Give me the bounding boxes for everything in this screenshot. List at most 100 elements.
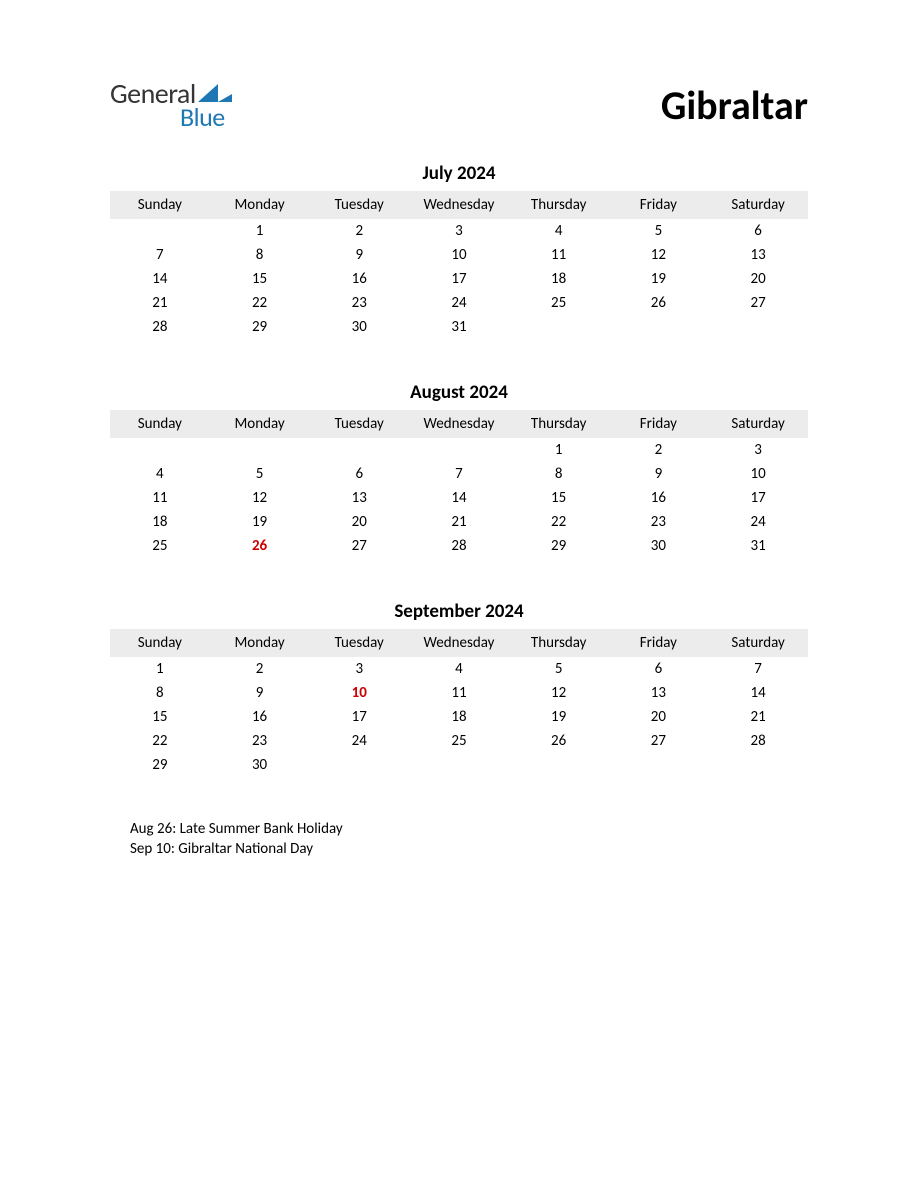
month-block: July 2024SundayMondayTuesdayWednesdayThu… <box>110 162 808 339</box>
calendar-cell: 18 <box>110 510 210 534</box>
calendar-cell: 16 <box>309 267 409 291</box>
calendar-cell: 4 <box>509 219 609 243</box>
calendar-cell: 30 <box>309 315 409 339</box>
calendar-cell: 12 <box>509 681 609 705</box>
calendar-cell: 13 <box>309 486 409 510</box>
calendar-cell: 20 <box>708 267 808 291</box>
calendar-cell: 2 <box>210 657 310 681</box>
calendar-cell: 25 <box>110 534 210 558</box>
calendar-cell: 14 <box>110 267 210 291</box>
calendar-cell: 14 <box>409 486 509 510</box>
calendar-cell: 17 <box>309 705 409 729</box>
calendar-row: 45678910 <box>110 462 808 486</box>
day-header: Monday <box>210 410 310 438</box>
header: General Blue Gibraltar <box>110 80 808 130</box>
calendar-cell: 28 <box>409 534 509 558</box>
calendar-cell: 25 <box>509 291 609 315</box>
day-header: Wednesday <box>409 629 509 657</box>
calendar-cell: 25 <box>409 729 509 753</box>
calendar-cell: 14 <box>708 681 808 705</box>
calendar-cell: 27 <box>609 729 709 753</box>
calendar-cell: 5 <box>509 657 609 681</box>
holiday-note: Aug 26: Late Summer Bank Holiday <box>130 819 808 839</box>
calendar-cell: 6 <box>609 657 709 681</box>
day-header: Friday <box>609 629 709 657</box>
day-header: Saturday <box>708 191 808 219</box>
page-title: Gibraltar <box>661 81 808 130</box>
calendar-row: 15161718192021 <box>110 705 808 729</box>
calendar-row: 28293031 <box>110 315 808 339</box>
calendar-cell: 31 <box>409 315 509 339</box>
calendar-cell: 24 <box>708 510 808 534</box>
calendar-cell: 28 <box>708 729 808 753</box>
day-header: Wednesday <box>409 410 509 438</box>
calendar-cell: 12 <box>210 486 310 510</box>
calendar-cell: 29 <box>210 315 310 339</box>
calendar-row: 14151617181920 <box>110 267 808 291</box>
calendar-cell: 17 <box>409 267 509 291</box>
calendar-cell: 17 <box>708 486 808 510</box>
day-header: Monday <box>210 191 310 219</box>
calendar-row: 891011121314 <box>110 681 808 705</box>
calendar-cell: 15 <box>509 486 609 510</box>
calendar-cell: 8 <box>509 462 609 486</box>
calendar-cell: 24 <box>309 729 409 753</box>
calendar-cell: 3 <box>409 219 509 243</box>
calendar-cell: 7 <box>708 657 808 681</box>
calendar-row: 25262728293031 <box>110 534 808 558</box>
day-header: Saturday <box>708 410 808 438</box>
day-header: Wednesday <box>409 191 509 219</box>
month-block: August 2024SundayMondayTuesdayWednesdayT… <box>110 381 808 558</box>
calendar-cell: 28 <box>110 315 210 339</box>
month-block: September 2024SundayMondayTuesdayWednesd… <box>110 600 808 777</box>
calendar-cell: 1 <box>110 657 210 681</box>
calendar-cell: 30 <box>210 753 310 777</box>
calendar-cell <box>110 219 210 243</box>
calendar-cell: 1 <box>509 438 609 462</box>
calendar-cell: 21 <box>110 291 210 315</box>
calendar-row: 22232425262728 <box>110 729 808 753</box>
calendar-cell: 1 <box>210 219 310 243</box>
months-container: July 2024SundayMondayTuesdayWednesdayThu… <box>110 162 808 777</box>
day-header: Thursday <box>509 191 609 219</box>
calendar-cell: 10 <box>309 681 409 705</box>
calendar-cell: 5 <box>609 219 709 243</box>
calendar-cell: 13 <box>708 243 808 267</box>
calendar-cell: 23 <box>210 729 310 753</box>
calendar-cell: 11 <box>509 243 609 267</box>
calendar-cell <box>708 753 808 777</box>
calendar-cell: 24 <box>409 291 509 315</box>
calendar-cell: 6 <box>708 219 808 243</box>
calendar-cell: 21 <box>409 510 509 534</box>
calendar-cell: 2 <box>609 438 709 462</box>
calendar-cell: 11 <box>110 486 210 510</box>
calendar-cell: 8 <box>210 243 310 267</box>
day-header: Thursday <box>509 410 609 438</box>
month-title: August 2024 <box>110 381 808 404</box>
day-header: Tuesday <box>309 629 409 657</box>
calendar-cell: 16 <box>210 705 310 729</box>
calendar-cell: 27 <box>708 291 808 315</box>
calendar-row: 1234567 <box>110 657 808 681</box>
day-header: Tuesday <box>309 410 409 438</box>
calendar-row: 78910111213 <box>110 243 808 267</box>
day-header: Sunday <box>110 629 210 657</box>
calendar-row: 123 <box>110 438 808 462</box>
calendar-cell: 5 <box>210 462 310 486</box>
calendar-cell: 29 <box>110 753 210 777</box>
calendar-row: 123456 <box>110 219 808 243</box>
calendar-cell: 2 <box>309 219 409 243</box>
calendar-cell: 27 <box>309 534 409 558</box>
calendar-cell: 23 <box>309 291 409 315</box>
calendar-cell <box>409 438 509 462</box>
calendar-cell: 21 <box>708 705 808 729</box>
calendar-cell: 7 <box>409 462 509 486</box>
calendar-cell: 3 <box>708 438 808 462</box>
calendar-cell: 15 <box>210 267 310 291</box>
calendar-cell <box>509 753 609 777</box>
calendar-cell: 4 <box>409 657 509 681</box>
logo-text-blue: Blue <box>110 104 232 130</box>
calendar-cell <box>309 438 409 462</box>
holiday-note: Sep 10: Gibraltar National Day <box>130 839 808 859</box>
calendar-table: SundayMondayTuesdayWednesdayThursdayFrid… <box>110 191 808 339</box>
